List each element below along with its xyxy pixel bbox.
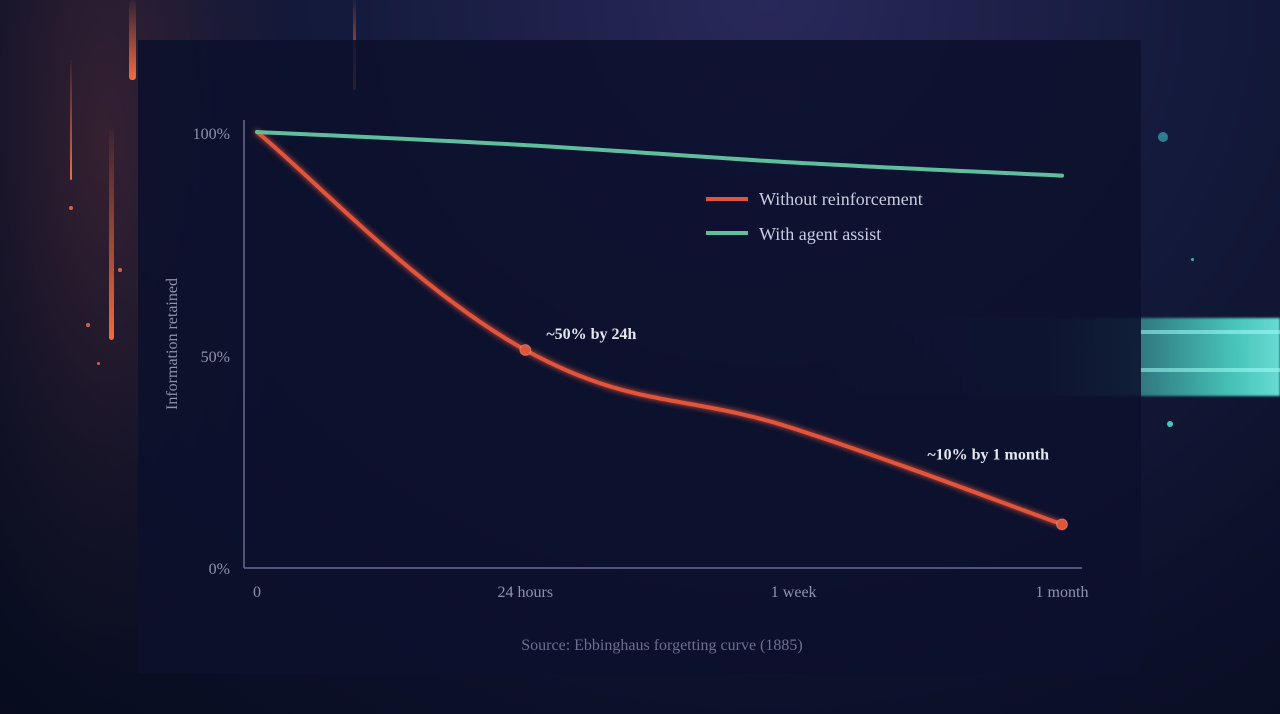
- data-annotation: ~50% by 24h: [546, 326, 636, 343]
- decorative-streak: [109, 130, 114, 340]
- x-tick-label: 1 week: [771, 584, 817, 601]
- decorative-particle: [1158, 132, 1168, 142]
- y-axis-label: Information retained: [164, 278, 181, 410]
- series-line-without-reinforcement: [255, 130, 1064, 527]
- legend-label-with-agent-assist: With agent assist: [759, 224, 881, 244]
- legend: Without reinforcement With agent assist: [706, 189, 923, 244]
- series-line-with-agent-assist: [255, 130, 1064, 178]
- data-point-marker: [519, 344, 532, 356]
- decorative-beam-line: [1140, 330, 1280, 334]
- data-annotation: ~10% by 1 month: [927, 446, 1049, 463]
- y-tick-label: 100%: [193, 126, 230, 143]
- decorative-particle: [69, 206, 73, 210]
- decorative-particle: [1191, 258, 1194, 261]
- decorative-streak: [70, 60, 72, 180]
- decorative-particle: [118, 268, 122, 272]
- y-tick-label: 50%: [201, 349, 230, 366]
- decorative-particle: [86, 323, 90, 327]
- y-tick-label: 0%: [209, 561, 230, 578]
- decorative-streak: [129, 0, 136, 80]
- chart-source: Source: Ebbinghaus forgetting curve (188…: [521, 637, 802, 654]
- x-tick-label: 24 hours: [498, 584, 554, 601]
- decorative-particle: [97, 362, 100, 365]
- decorative-beam-line: [1140, 368, 1280, 372]
- decorative-particle: [1167, 421, 1173, 427]
- data-point-marker: [1056, 518, 1068, 531]
- x-tick-label: 1 month: [1036, 584, 1089, 601]
- x-tick-label: 0: [253, 584, 261, 601]
- legend-label-without-reinforcement: Without reinforcement: [759, 189, 923, 209]
